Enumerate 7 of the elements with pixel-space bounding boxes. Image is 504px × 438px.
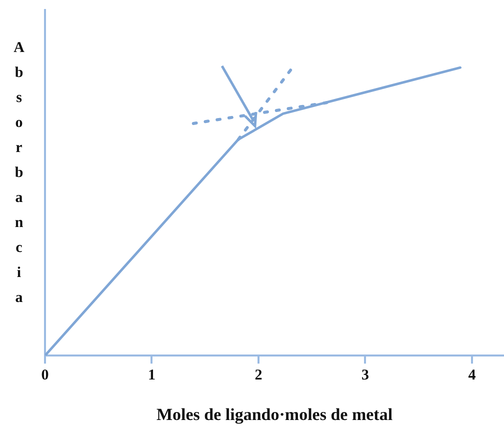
x-tick-label: 0 [41, 367, 49, 384]
x-tick-label: 4 [468, 367, 476, 384]
x-axis-title: Moles de ligando·moles de metal [156, 405, 393, 424]
x-tick-label: 3 [361, 367, 369, 384]
y-axis-title: Absorbancia [10, 40, 27, 315]
x-tick-label: 1 [148, 367, 156, 384]
x-tick-label: 2 [254, 367, 262, 384]
